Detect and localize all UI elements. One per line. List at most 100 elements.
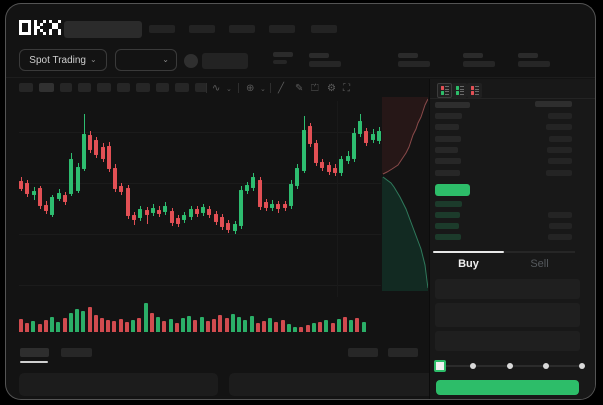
draw-icon[interactable]: ✎ xyxy=(295,83,304,94)
gridline xyxy=(19,234,381,235)
nav-item[interactable] xyxy=(149,25,175,33)
ask-amount-bar[interactable] xyxy=(549,136,572,142)
stat-label-bar xyxy=(518,53,538,58)
bottom-tab[interactable] xyxy=(388,348,418,357)
chevron-down-icon[interactable]: ⌄ xyxy=(226,86,232,93)
volume-chart xyxy=(19,298,381,332)
book-bids-icon[interactable] xyxy=(452,83,467,98)
bottom-panel[interactable] xyxy=(229,373,434,396)
indicator-icon[interactable]: ∿ xyxy=(212,83,221,94)
last-price-pill[interactable] xyxy=(435,184,470,196)
volume-bar xyxy=(88,307,92,332)
line-tool-icon[interactable]: ╱ xyxy=(278,83,285,94)
tab-buy[interactable]: Buy xyxy=(458,258,479,270)
tab-sell[interactable]: Sell xyxy=(530,258,549,270)
volume-bar xyxy=(206,321,210,332)
slider-dot[interactable] xyxy=(470,363,476,369)
ask-amount-bar[interactable] xyxy=(548,113,572,119)
ask-amount-bar[interactable] xyxy=(546,170,572,176)
logo-pixel xyxy=(49,20,52,23)
candle xyxy=(258,180,262,207)
nav-item[interactable] xyxy=(189,25,215,33)
stat-value-bar xyxy=(398,61,430,67)
ask-amount-bar[interactable] xyxy=(547,147,572,153)
volume-bar xyxy=(243,320,247,332)
ask-amount-bar[interactable] xyxy=(546,124,572,130)
toolbar-divider xyxy=(238,83,239,93)
interval-pill[interactable] xyxy=(136,83,150,92)
candle xyxy=(270,204,274,208)
chevron-down-icon[interactable]: ⌄ xyxy=(260,86,266,93)
ask-price-bar[interactable] xyxy=(435,147,458,153)
compare-icon[interactable]: ⊕ xyxy=(246,83,255,94)
bid-price-bar[interactable] xyxy=(435,234,461,240)
bid-amount-bar[interactable] xyxy=(548,234,572,240)
bottom-tab[interactable] xyxy=(348,348,378,357)
ask-price-bar[interactable] xyxy=(435,158,461,164)
ask-price-bar[interactable] xyxy=(435,136,461,142)
candlestick-chart[interactable] xyxy=(19,101,381,297)
icon-line xyxy=(474,93,479,95)
volume-bar xyxy=(200,317,204,332)
logo-pixel xyxy=(28,20,31,23)
ask-amount-bar[interactable] xyxy=(548,158,572,164)
settings-icon[interactable]: ⚙ xyxy=(327,83,336,94)
interval-pill[interactable] xyxy=(60,83,72,92)
interval-pill[interactable] xyxy=(39,83,54,92)
volume-bar xyxy=(69,313,73,332)
market-type-dropdown[interactable]: Spot Trading ⌄ xyxy=(19,49,107,71)
nav-item[interactable] xyxy=(269,25,295,33)
candle xyxy=(132,215,136,220)
candle xyxy=(289,184,293,206)
interval-pill[interactable] xyxy=(97,83,111,92)
bid-price-bar[interactable] xyxy=(435,223,459,229)
slider-dot[interactable] xyxy=(579,363,585,369)
volume-bar xyxy=(50,317,54,332)
bottom-panel[interactable] xyxy=(19,373,218,396)
search-input[interactable] xyxy=(64,21,142,38)
ask-price-bar[interactable] xyxy=(435,170,460,176)
ask-price-bar[interactable] xyxy=(435,113,462,119)
pair-dropdown[interactable]: ⌄ xyxy=(115,49,177,71)
volume-bar xyxy=(119,319,123,332)
candle xyxy=(119,186,123,192)
interval-pill[interactable] xyxy=(19,83,33,92)
fullscreen-icon[interactable]: ⛶ xyxy=(343,83,350,94)
interval-pill[interactable] xyxy=(117,83,130,92)
slider-dot[interactable] xyxy=(507,363,513,369)
volume-bar xyxy=(187,316,191,332)
camera-icon[interactable]: ⏍ xyxy=(311,83,319,94)
volume-bar xyxy=(218,315,222,332)
volume-bar xyxy=(306,325,310,332)
bottom-tab[interactable] xyxy=(61,348,92,357)
icon-line xyxy=(444,86,449,87)
book-asks-icon[interactable] xyxy=(467,83,482,98)
bid-amount-bar[interactable] xyxy=(548,212,572,218)
bid-amount-bar[interactable] xyxy=(549,223,572,229)
slider-dot[interactable] xyxy=(543,363,549,369)
volume-bar xyxy=(293,327,297,332)
slider-handle[interactable] xyxy=(434,360,446,372)
nav-item[interactable] xyxy=(311,25,337,33)
volume-bar xyxy=(94,315,98,332)
order-input[interactable] xyxy=(435,303,580,327)
candle xyxy=(32,191,36,195)
interval-pill[interactable] xyxy=(195,83,207,92)
interval-pill[interactable] xyxy=(156,83,169,92)
submit-order-button[interactable] xyxy=(436,380,579,395)
nav-item[interactable] xyxy=(229,25,255,33)
book-combined-icon[interactable] xyxy=(437,83,452,98)
interval-pill[interactable] xyxy=(78,83,91,92)
order-input[interactable] xyxy=(435,279,580,299)
candle xyxy=(314,143,318,163)
interval-pill[interactable] xyxy=(175,83,189,92)
icon-col xyxy=(440,86,444,95)
account-button[interactable] xyxy=(202,53,248,69)
bid-price-bar[interactable] xyxy=(435,201,462,207)
bid-price-bar[interactable] xyxy=(435,212,460,218)
ask-price-bar[interactable] xyxy=(435,124,459,130)
order-input[interactable] xyxy=(435,331,580,351)
bottom-tab[interactable] xyxy=(20,348,49,357)
avatar[interactable] xyxy=(184,54,198,68)
candle xyxy=(145,210,149,215)
